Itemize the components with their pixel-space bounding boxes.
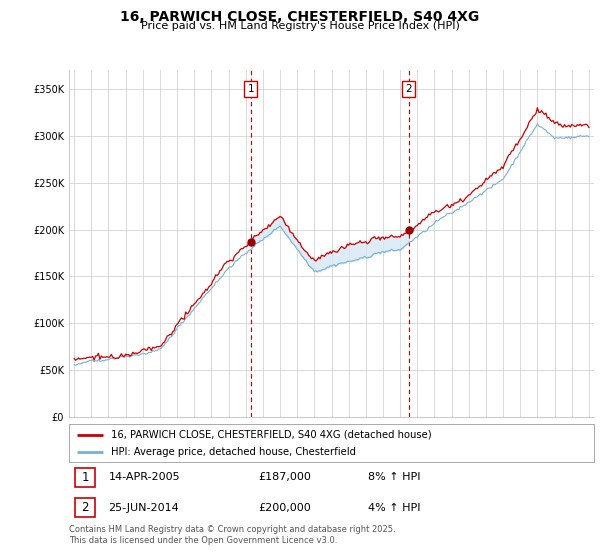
FancyBboxPatch shape [76,498,95,517]
Text: 2: 2 [82,501,89,514]
FancyBboxPatch shape [76,468,95,487]
Text: 14-APR-2005: 14-APR-2005 [109,472,180,482]
Text: HPI: Average price, detached house, Chesterfield: HPI: Average price, detached house, Ches… [111,447,356,458]
Text: 25-JUN-2014: 25-JUN-2014 [109,503,179,513]
Text: 1: 1 [247,84,254,94]
Text: 1: 1 [82,471,89,484]
Text: 2: 2 [406,84,412,94]
Text: 8% ↑ HPI: 8% ↑ HPI [368,472,421,482]
Text: 16, PARWICH CLOSE, CHESTERFIELD, S40 4XG (detached house): 16, PARWICH CLOSE, CHESTERFIELD, S40 4XG… [111,430,431,440]
Text: Contains HM Land Registry data © Crown copyright and database right 2025.
This d: Contains HM Land Registry data © Crown c… [69,525,395,545]
Text: £187,000: £187,000 [258,472,311,482]
Text: Price paid vs. HM Land Registry's House Price Index (HPI): Price paid vs. HM Land Registry's House … [140,21,460,31]
Text: 16, PARWICH CLOSE, CHESTERFIELD, S40 4XG: 16, PARWICH CLOSE, CHESTERFIELD, S40 4XG [121,10,479,24]
Text: 4% ↑ HPI: 4% ↑ HPI [368,503,421,513]
Text: £200,000: £200,000 [258,503,311,513]
